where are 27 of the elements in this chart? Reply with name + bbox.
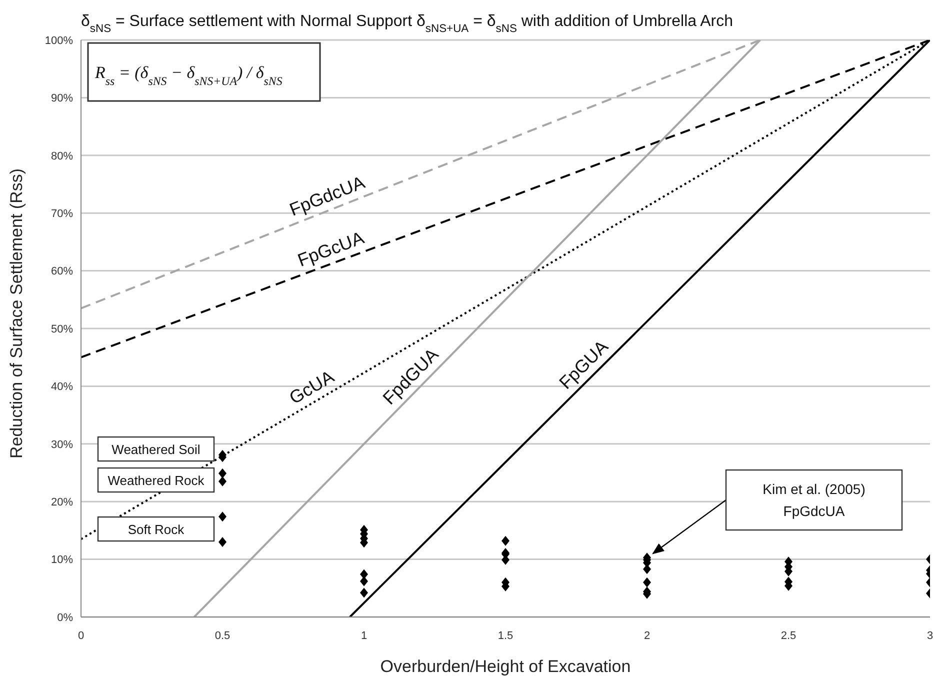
annotation: Kim et al. (2005) FpGdcUA <box>762 481 866 519</box>
y-tick-label: 90% <box>50 92 74 105</box>
x-tick-label: 1.5 <box>498 630 514 642</box>
y-tick-label: 50% <box>50 323 74 336</box>
x-tick-label: 1 <box>360 630 368 642</box>
text: GcUA <box>286 366 338 408</box>
chart-title: δ$_{sNS}$ = Surface settlement with Normal Support δ$_{sNS+UA}$ = δ$_{sNS}$ with addition of Umbrella Arch <box>81 13 734 35</box>
y-tick-label: 10% <box>50 554 74 566</box>
x-tick-label: 0 <box>78 630 84 642</box>
y-tick-label: 100% <box>44 34 74 47</box>
x-axis-title: Overburden/Height of Excavation <box>380 657 631 676</box>
x-tick-label: 2.5 <box>780 630 796 642</box>
x-tick-label: 2 <box>644 630 650 642</box>
y-axis-title: Reduction of Surface Settlement (Rss) <box>7 168 26 458</box>
y-tick-label: 60% <box>50 266 74 278</box>
x-tick-label: 0.5 <box>214 630 230 642</box>
y-tick-label: 70% <box>50 208 74 220</box>
y-tick-label: 40% <box>50 381 74 394</box>
y-tick-label: 20% <box>50 496 74 509</box>
annotation: Weathered Rock <box>108 473 205 488</box>
y-tick-label: 80% <box>50 150 74 162</box>
y-tick-label: 0% <box>57 612 74 624</box>
y-tick-label: 30% <box>50 438 74 451</box>
x-tick-label: 3 <box>926 630 934 642</box>
annotation: Soft Rock <box>128 522 185 537</box>
annotation: R$_{ss}$ = (δ$_{sNS}$ − δ$_{sNS+UA}$) / δ$_{sNS}$ <box>94 63 282 88</box>
annotation: Weathered Soil <box>112 442 200 457</box>
